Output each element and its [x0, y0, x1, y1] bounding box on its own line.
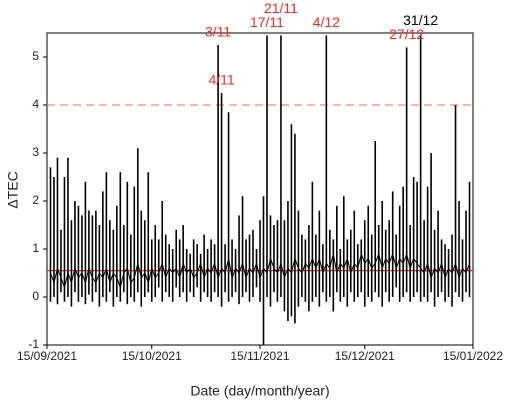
annotation: 27/12: [389, 26, 424, 42]
annotation: 31/12: [403, 12, 438, 28]
x-tick-label: 15/10/2021: [122, 349, 182, 363]
annotation: 3/11: [205, 24, 231, 40]
x-tick-label: 15/11/2021: [230, 349, 289, 363]
y-tick-label: 2: [32, 193, 39, 207]
annotation: 4/11: [208, 72, 234, 88]
annotation: 21/11: [264, 0, 298, 16]
x-axis-title: Date (day/month/year): [190, 383, 329, 399]
y-tick-label: 3: [32, 145, 39, 159]
x-tick-label: 15/12/2021: [335, 349, 395, 363]
y-axis-title: ΔTEC: [5, 171, 21, 208]
annotation: 4/12: [313, 14, 340, 30]
mean-line: [50, 252, 470, 290]
y-tick-label: 5: [32, 49, 39, 63]
annotation: 17/11: [250, 14, 284, 30]
y-tick-label: -1: [28, 337, 39, 351]
y-tick-label: 4: [32, 97, 39, 111]
x-tick-label: 15/09/2021: [17, 349, 77, 363]
y-tick-label: 0: [32, 289, 39, 303]
y-tick-label: 1: [32, 241, 39, 255]
x-tick-label: 15/01/2022: [443, 349, 503, 363]
